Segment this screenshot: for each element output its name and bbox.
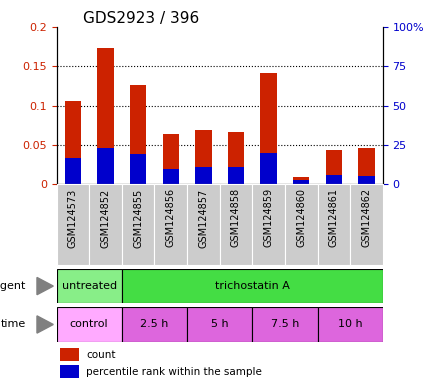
Text: agent: agent xyxy=(0,281,26,291)
Bar xyxy=(358,177,374,184)
Bar xyxy=(195,167,211,184)
Bar xyxy=(56,269,122,303)
Text: time: time xyxy=(0,319,26,329)
Bar xyxy=(130,85,146,184)
Bar xyxy=(260,73,276,184)
Bar xyxy=(65,157,81,184)
Bar xyxy=(187,307,252,342)
Bar xyxy=(227,167,243,184)
Bar xyxy=(349,184,382,265)
Text: GSM124573: GSM124573 xyxy=(68,189,78,248)
Bar xyxy=(325,175,341,184)
Text: GSM124859: GSM124859 xyxy=(263,189,273,247)
Bar xyxy=(56,307,122,342)
Text: untreated: untreated xyxy=(62,281,116,291)
Text: 2.5 h: 2.5 h xyxy=(140,319,168,329)
Text: 5 h: 5 h xyxy=(210,319,228,329)
Bar xyxy=(65,101,81,184)
Text: 7.5 h: 7.5 h xyxy=(270,319,299,329)
Text: GSM124858: GSM124858 xyxy=(230,189,240,247)
Text: GSM124862: GSM124862 xyxy=(361,189,371,247)
Text: GSM124860: GSM124860 xyxy=(296,189,306,247)
Bar xyxy=(60,348,79,361)
Text: percentile rank within the sample: percentile rank within the sample xyxy=(86,367,261,377)
Bar xyxy=(260,153,276,184)
Bar xyxy=(284,184,317,265)
Bar xyxy=(162,134,178,184)
Text: GDS2923 / 396: GDS2923 / 396 xyxy=(82,11,198,26)
Text: GSM124856: GSM124856 xyxy=(165,189,175,247)
Text: 10 h: 10 h xyxy=(337,319,362,329)
Text: GSM124852: GSM124852 xyxy=(100,189,110,248)
Bar xyxy=(195,130,211,184)
Text: trichostatin A: trichostatin A xyxy=(214,281,289,291)
Polygon shape xyxy=(37,277,53,295)
Bar xyxy=(227,132,243,184)
Bar xyxy=(122,184,154,265)
Bar xyxy=(154,184,187,265)
Bar xyxy=(130,154,146,184)
Bar xyxy=(60,365,79,379)
Bar xyxy=(252,184,284,265)
Bar xyxy=(358,148,374,184)
Bar xyxy=(89,184,122,265)
Bar xyxy=(97,48,113,184)
Text: GSM124855: GSM124855 xyxy=(133,189,143,248)
Polygon shape xyxy=(37,316,53,333)
Bar xyxy=(122,307,187,342)
Bar xyxy=(56,184,89,265)
Bar xyxy=(219,184,252,265)
Bar xyxy=(97,148,113,184)
Bar xyxy=(252,307,317,342)
Text: GSM124857: GSM124857 xyxy=(198,189,208,248)
Bar xyxy=(325,151,341,184)
Bar xyxy=(293,180,309,184)
Text: control: control xyxy=(70,319,108,329)
Text: GSM124861: GSM124861 xyxy=(328,189,338,247)
Bar xyxy=(317,307,382,342)
Bar xyxy=(317,184,349,265)
Bar xyxy=(187,184,219,265)
Bar xyxy=(122,269,382,303)
Bar xyxy=(162,169,178,184)
Bar xyxy=(293,177,309,184)
Text: count: count xyxy=(86,349,115,359)
